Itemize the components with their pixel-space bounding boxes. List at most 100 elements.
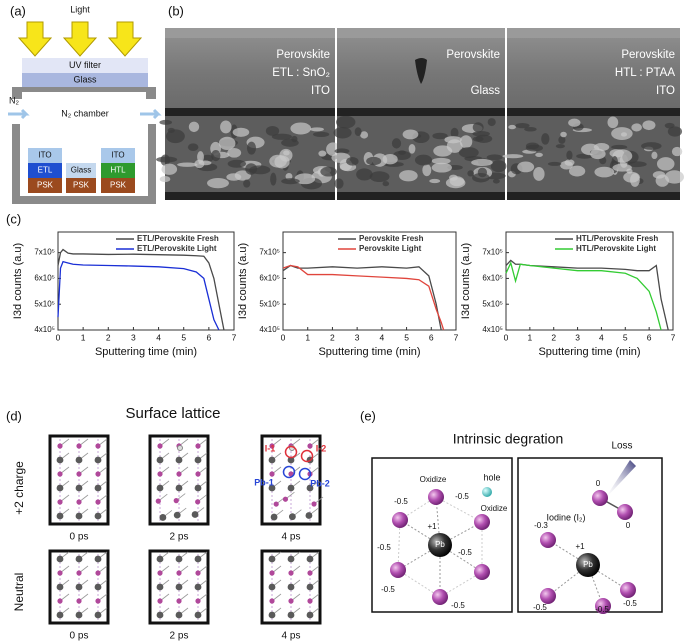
x-tick-label: 0 [504, 332, 509, 342]
panel-label: (a) [10, 3, 26, 18]
x-tick-label: 7 [671, 332, 676, 342]
y-tick-label: 5x10⁵ [482, 299, 503, 308]
sem-grain [285, 173, 293, 180]
sem-grain [471, 158, 493, 167]
layer-label: ITO [38, 151, 51, 160]
sem-grain [334, 178, 344, 189]
sem-grain [402, 129, 419, 140]
sem-grain [459, 135, 473, 149]
sem-grain [431, 162, 452, 173]
sem-grain [320, 166, 337, 177]
iodine-atom [76, 570, 82, 576]
lead-atom [287, 484, 295, 492]
sem-grain [445, 177, 466, 189]
sem-grain [226, 173, 242, 181]
iodine-atom [57, 570, 63, 576]
lead-atom [94, 484, 102, 492]
lead-atom [75, 484, 83, 492]
lead-atom [94, 611, 102, 619]
y-tick-label: 4x10⁵ [34, 325, 55, 334]
x-tick-label: 7 [232, 332, 237, 342]
layer-label: PSK [110, 181, 127, 190]
lead-atom [94, 456, 102, 464]
time-label: 4 ps [282, 631, 301, 641]
sem-grain [564, 159, 575, 166]
sem-grain [444, 136, 462, 144]
x-tick-label: 6 [206, 332, 211, 342]
note: Loss [611, 441, 632, 452]
x-tick-label: 1 [81, 332, 86, 342]
sem-grain [594, 166, 615, 178]
iodine-atom [288, 570, 294, 576]
sem-grain [620, 132, 628, 137]
sem-grain [279, 148, 293, 162]
charge: 0 [596, 479, 601, 488]
lead-atom [306, 484, 314, 492]
lead-atom [306, 583, 314, 591]
gas-arrow [140, 108, 162, 120]
iodine-atom [269, 598, 275, 604]
sem-grain [502, 154, 524, 159]
series-line [505, 259, 669, 331]
iodine-atom [176, 598, 182, 604]
sem-grain [318, 150, 327, 157]
sem-grain [472, 136, 484, 142]
layer-psk [28, 178, 62, 193]
sem-grain [664, 170, 684, 184]
iodine-atom [540, 532, 556, 548]
sem-grain [487, 118, 496, 127]
sem-grain [346, 157, 359, 166]
sem-grain [558, 136, 566, 144]
loss-arrow [604, 460, 636, 500]
sem-grain [517, 161, 535, 173]
lead-atom [173, 511, 181, 519]
sem-grain [201, 154, 214, 163]
sem-info-bar [507, 192, 680, 200]
sem-film [507, 36, 680, 110]
sem-grain [525, 142, 540, 150]
x-tick-label: 2 [330, 332, 335, 342]
sem-grain [382, 154, 398, 165]
lead-atom [94, 555, 102, 563]
lead-atom [287, 611, 295, 619]
iodine-atom [592, 490, 608, 506]
y-tick-label: 4x10⁵ [259, 325, 280, 334]
iodine-atom [95, 570, 101, 576]
sem-grain [227, 159, 247, 168]
lead-atom [156, 555, 164, 563]
label: N₂ chamber [61, 108, 109, 118]
uv-filter [22, 58, 148, 73]
note: Oxidize [481, 504, 508, 513]
lead-atom [56, 611, 64, 619]
sem-grain [232, 127, 250, 137]
time-label: 0 ps [70, 631, 89, 641]
gas-arrow [8, 108, 30, 120]
x-tick-label: 5 [181, 332, 186, 342]
panel-label: (d) [6, 408, 22, 423]
iodine-atom [288, 471, 294, 477]
x-tick-label: 6 [647, 332, 652, 342]
lead-atom [94, 512, 102, 520]
sem-grain [547, 161, 562, 166]
legend-label: Perovskite Light [359, 244, 422, 253]
sem-grain [360, 131, 369, 139]
atom-highlight [300, 449, 314, 463]
lead-atom [75, 611, 83, 619]
sem-void [415, 58, 427, 84]
sem-grain [334, 148, 350, 154]
lead-atom [56, 512, 64, 520]
sem-grain [667, 126, 683, 137]
atom-label: Pb-1 [254, 477, 274, 487]
sem-grain [535, 152, 543, 157]
layer-label: PSK [37, 181, 54, 190]
sem-grain [590, 148, 606, 160]
charge: -0.5 [451, 601, 465, 610]
layer-psk [66, 178, 96, 193]
sem-label: Perovskite [621, 49, 675, 61]
y-axis-label: I3d counts (a.u) [237, 243, 249, 319]
y-tick-label: 4x10⁵ [482, 325, 503, 334]
label: N₂ [9, 95, 19, 105]
lead-atom [306, 611, 314, 619]
glass [22, 73, 148, 87]
lead-atom [175, 583, 183, 591]
